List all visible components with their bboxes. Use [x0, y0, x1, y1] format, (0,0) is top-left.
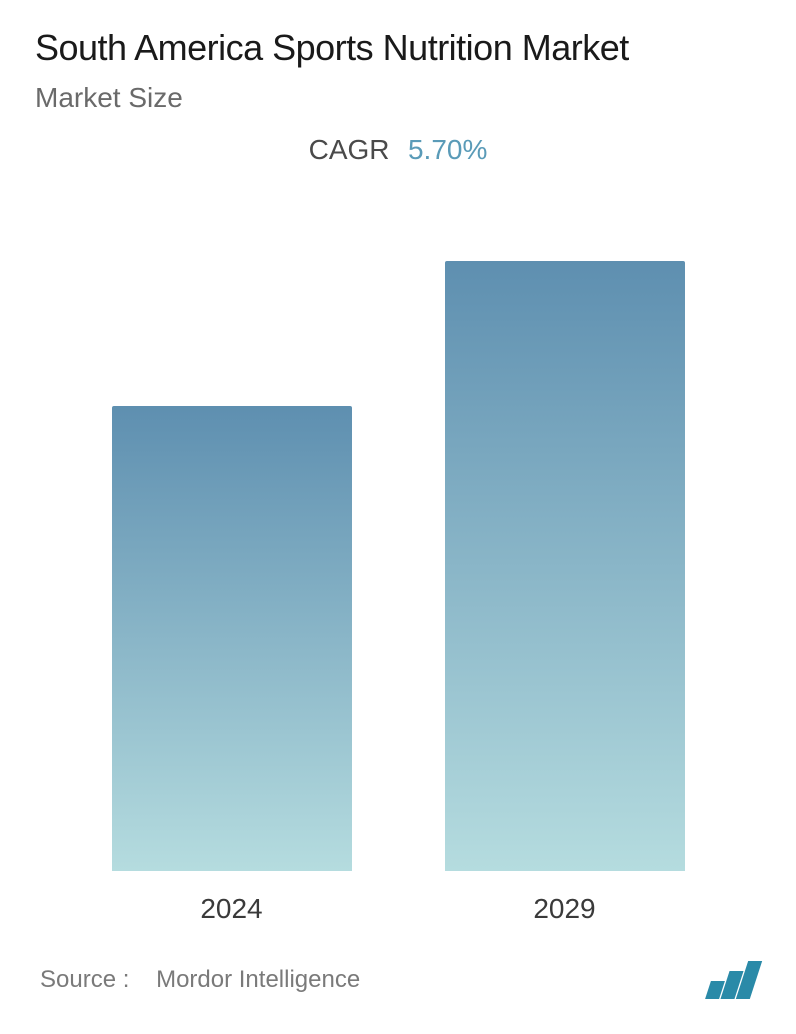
bar-group-2029: 2029 [425, 261, 705, 925]
bar-group-2024: 2024 [92, 406, 372, 925]
bar-label-2024: 2024 [200, 893, 262, 925]
source-value: Mordor Intelligence [156, 966, 360, 993]
footer: Source : Mordor Intelligence [35, 945, 761, 1009]
bar-2029 [445, 261, 685, 871]
cagr-value: 5.70% [408, 134, 487, 165]
bar-label-2029: 2029 [533, 893, 595, 925]
source-label: Source : [40, 966, 129, 993]
chart-area: 2024 2029 [35, 211, 761, 945]
chart-container: South America Sports Nutrition Market Ma… [0, 0, 796, 1034]
cagr-row: CAGR 5.70% [35, 134, 761, 166]
brand-logo-icon [708, 961, 756, 999]
bar-2024 [112, 406, 352, 871]
chart-title: South America Sports Nutrition Market [35, 25, 761, 70]
cagr-label: CAGR [309, 134, 390, 165]
chart-subtitle: Market Size [35, 82, 761, 114]
source-text: Source : Mordor Intelligence [40, 966, 360, 994]
